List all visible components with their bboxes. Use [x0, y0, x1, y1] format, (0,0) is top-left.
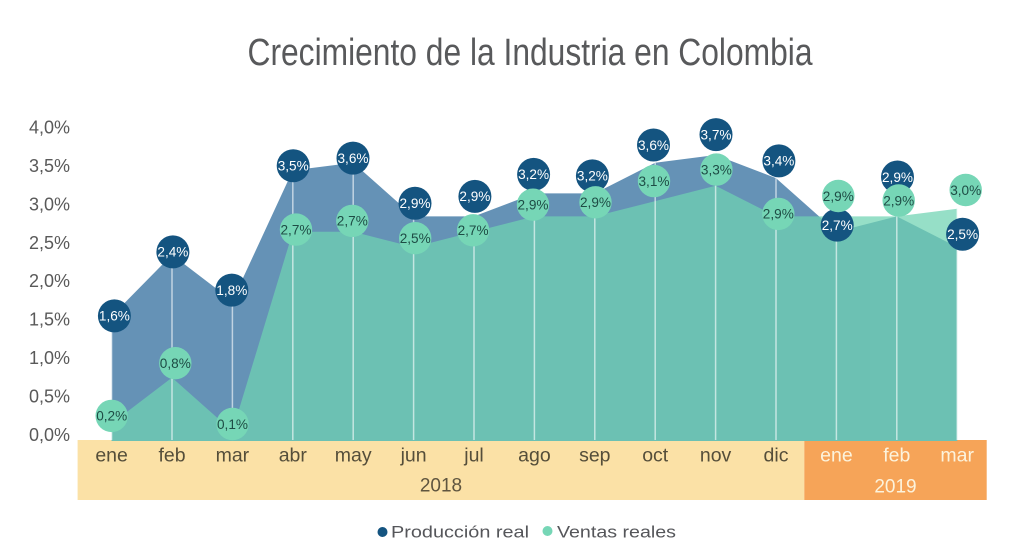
svg-text:4,0%: 4,0% — [29, 118, 70, 138]
svg-text:dic: dic — [764, 445, 789, 467]
svg-text:1,0%: 1,0% — [29, 348, 70, 368]
svg-text:2,9%: 2,9% — [882, 170, 913, 185]
svg-text:3,1%: 3,1% — [639, 174, 670, 189]
svg-text:3,7%: 3,7% — [701, 127, 732, 142]
svg-text:2,7%: 2,7% — [337, 214, 368, 229]
svg-text:mar: mar — [940, 445, 974, 467]
svg-text:jun: jun — [400, 445, 427, 467]
svg-text:0,8%: 0,8% — [160, 356, 191, 371]
svg-text:0,1%: 0,1% — [217, 417, 248, 432]
svg-text:3,6%: 3,6% — [638, 138, 669, 153]
svg-text:0,2%: 0,2% — [96, 409, 127, 424]
svg-text:abr: abr — [279, 445, 308, 467]
svg-text:3,5%: 3,5% — [29, 156, 70, 176]
svg-text:3,6%: 3,6% — [338, 151, 369, 166]
svg-text:2,9%: 2,9% — [580, 195, 611, 210]
svg-text:2,9%: 2,9% — [400, 196, 431, 211]
svg-text:1,8%: 1,8% — [216, 283, 247, 298]
svg-text:3,3%: 3,3% — [701, 162, 732, 177]
svg-text:2,4%: 2,4% — [157, 245, 188, 260]
svg-text:3,5%: 3,5% — [278, 159, 309, 174]
svg-text:1,6%: 1,6% — [99, 309, 130, 324]
svg-text:2,7%: 2,7% — [281, 222, 312, 237]
svg-text:ene: ene — [95, 445, 128, 467]
svg-text:2,9%: 2,9% — [763, 207, 794, 222]
svg-text:3,0%: 3,0% — [29, 194, 70, 214]
svg-text:feb: feb — [158, 445, 185, 467]
svg-text:Ventas reales: Ventas reales — [557, 523, 676, 542]
svg-text:Producción real: Producción real — [391, 523, 529, 542]
svg-text:jul: jul — [463, 445, 484, 467]
svg-text:may: may — [335, 445, 372, 467]
svg-text:ago: ago — [518, 445, 551, 467]
svg-text:2,5%: 2,5% — [947, 227, 978, 242]
svg-text:2,5%: 2,5% — [29, 233, 70, 253]
svg-text:2,9%: 2,9% — [518, 198, 549, 213]
svg-text:3,0%: 3,0% — [950, 183, 981, 198]
svg-text:2,5%: 2,5% — [400, 231, 431, 246]
svg-text:Crecimiento de la Industria en: Crecimiento de la Industria en Colombia — [248, 32, 814, 74]
svg-text:0,5%: 0,5% — [29, 386, 70, 406]
svg-text:2019: 2019 — [874, 477, 916, 498]
svg-text:0,0%: 0,0% — [29, 425, 70, 445]
svg-text:2,0%: 2,0% — [29, 271, 70, 291]
svg-text:3,2%: 3,2% — [518, 167, 549, 182]
svg-text:2,7%: 2,7% — [458, 223, 489, 238]
svg-text:2,7%: 2,7% — [822, 218, 853, 233]
svg-text:3,2%: 3,2% — [577, 169, 608, 184]
svg-text:oct: oct — [642, 445, 669, 467]
svg-text:ene: ene — [820, 445, 853, 467]
svg-text:2,9%: 2,9% — [823, 189, 854, 204]
svg-text:1,5%: 1,5% — [29, 310, 70, 330]
svg-text:sep: sep — [579, 445, 611, 467]
svg-text:2,9%: 2,9% — [459, 189, 490, 204]
svg-text:nov: nov — [700, 445, 732, 467]
svg-text:mar: mar — [216, 445, 250, 467]
svg-text:feb: feb — [883, 445, 910, 467]
svg-text:3,4%: 3,4% — [763, 154, 794, 169]
svg-text:2018: 2018 — [420, 476, 462, 497]
svg-text:2,9%: 2,9% — [883, 193, 914, 208]
